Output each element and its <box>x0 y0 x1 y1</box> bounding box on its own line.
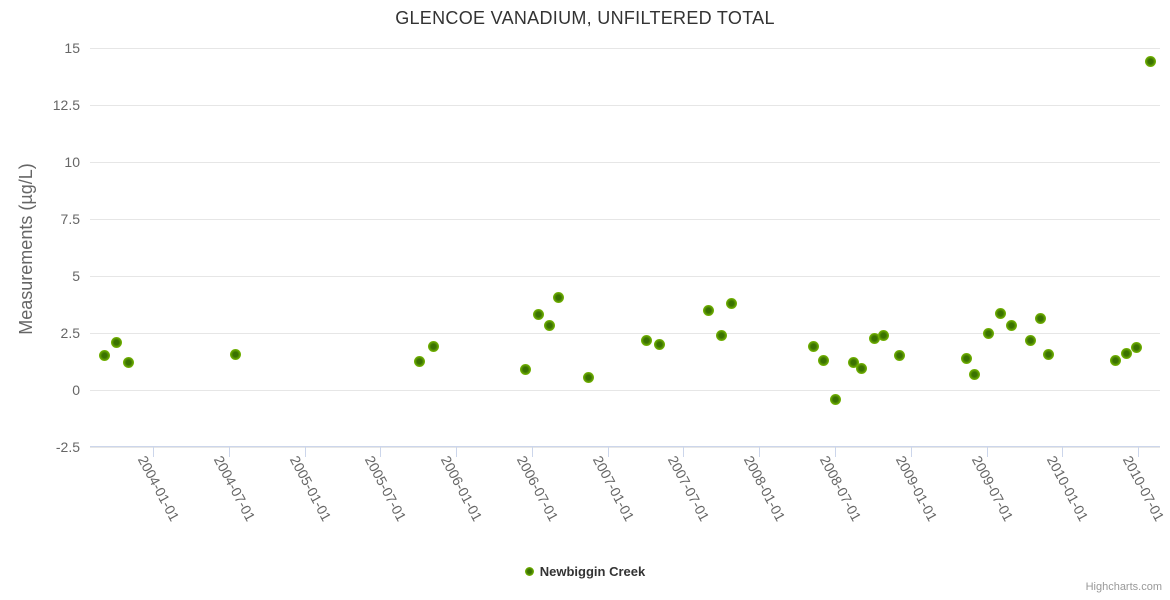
x-axis-tick-label: 2007-07-01 <box>665 453 714 524</box>
x-axis-tick <box>835 447 837 457</box>
x-axis-tick <box>1062 447 1064 457</box>
data-point[interactable] <box>969 368 981 380</box>
x-axis-tick <box>986 447 988 457</box>
x-axis-tick-label: 2004-07-01 <box>210 453 259 524</box>
y-axis-title: Measurements (µg/L) <box>16 163 36 335</box>
y-grid-line <box>90 105 1160 106</box>
y-grid-line <box>90 447 1160 448</box>
y-axis-tick-label: -2.5 <box>55 439 80 455</box>
data-point[interactable] <box>808 341 820 353</box>
data-point[interactable] <box>111 336 123 348</box>
x-axis-tick-label: 2009-07-01 <box>968 453 1017 524</box>
x-axis-tick <box>304 447 306 457</box>
x-axis-tick <box>228 447 230 457</box>
x-axis-tick-label: 2007-01-01 <box>589 453 638 524</box>
x-axis-tick-label: 2008-01-01 <box>741 453 789 524</box>
data-point[interactable] <box>229 349 241 361</box>
data-point[interactable] <box>869 333 881 345</box>
x-axis-line <box>90 446 1160 447</box>
x-axis-tick <box>1138 447 1140 457</box>
x-axis-tick <box>380 447 382 457</box>
x-axis-tick <box>153 447 154 457</box>
data-point[interactable] <box>983 327 995 339</box>
y-axis-tick-label: 5 <box>72 268 80 284</box>
data-point[interactable] <box>855 362 867 374</box>
data-point[interactable] <box>1025 335 1037 347</box>
x-axis-tick <box>607 447 609 457</box>
y-axis-tick-label: 12.5 <box>52 97 80 113</box>
y-axis-tick-label: 7.5 <box>60 211 80 227</box>
legend-marker-icon <box>524 566 534 576</box>
data-point[interactable] <box>703 304 715 316</box>
data-point[interactable] <box>877 329 889 341</box>
data-point[interactable] <box>543 319 555 331</box>
x-axis-tick <box>531 447 533 457</box>
data-point[interactable] <box>1035 312 1047 324</box>
y-axis-tick-label: 2.5 <box>60 325 80 341</box>
x-axis-tick-label: 2010-01-01 <box>1044 453 1092 524</box>
x-axis-tick-label: 2005-07-01 <box>362 453 410 524</box>
data-point[interactable] <box>520 363 532 375</box>
y-axis-tick-label: 0 <box>72 382 80 398</box>
data-point[interactable] <box>726 297 738 309</box>
data-point[interactable] <box>715 329 727 341</box>
x-axis-tick-label: 2010-07-01 <box>1119 453 1168 524</box>
chart-title: GLENCOE VANADIUM, UNFILTERED TOTAL <box>395 8 775 28</box>
x-axis-tick-label: 2006-07-01 <box>513 453 562 524</box>
y-grid-line <box>90 390 1160 391</box>
data-point[interactable] <box>1145 56 1157 68</box>
data-point[interactable] <box>532 309 544 321</box>
data-point[interactable] <box>99 350 111 362</box>
x-axis-tick-label: 2004-01-01 <box>134 453 183 524</box>
data-point[interactable] <box>653 338 665 350</box>
x-axis-tick <box>456 447 458 457</box>
data-point[interactable] <box>428 341 440 353</box>
data-point[interactable] <box>1043 349 1055 361</box>
x-axis-tick-label: 2009-01-01 <box>892 453 941 524</box>
data-point[interactable] <box>1006 319 1018 331</box>
x-axis-tick-label: 2006-01-01 <box>437 453 486 524</box>
x-axis-tick <box>759 447 761 457</box>
data-point[interactable] <box>847 357 859 369</box>
y-grid-line <box>90 162 1160 163</box>
y-axis-tick-label: 10 <box>64 154 80 170</box>
y-axis-tick-label: 15 <box>64 40 80 56</box>
data-point[interactable] <box>893 350 905 362</box>
data-point[interactable] <box>1130 342 1142 354</box>
data-point[interactable] <box>640 335 652 347</box>
data-point[interactable] <box>829 393 841 405</box>
highcharts-credit[interactable]: Highcharts.com <box>1085 581 1162 593</box>
x-axis-tick-label: 2008-07-01 <box>816 453 865 524</box>
y-grid-line <box>90 219 1160 220</box>
x-axis-tick-label: 2005-01-01 <box>286 453 335 524</box>
y-grid-line <box>90 333 1160 334</box>
data-point[interactable] <box>961 352 973 364</box>
y-grid-line <box>90 276 1160 277</box>
data-point[interactable] <box>1109 354 1121 366</box>
legend-label: Newbiggin Creek <box>539 563 646 579</box>
x-axis-tick <box>910 447 912 457</box>
legend-item-newbiggin-creek[interactable]: Newbiggin Creek <box>0 561 1170 581</box>
data-point[interactable] <box>552 292 564 304</box>
data-point[interactable] <box>582 371 594 383</box>
y-grid-line <box>90 48 1160 49</box>
data-point[interactable] <box>817 354 829 366</box>
data-point[interactable] <box>1120 348 1132 360</box>
data-point[interactable] <box>413 356 425 367</box>
x-axis-tick <box>683 447 685 457</box>
data-point[interactable] <box>123 357 135 369</box>
data-point[interactable] <box>995 308 1007 320</box>
